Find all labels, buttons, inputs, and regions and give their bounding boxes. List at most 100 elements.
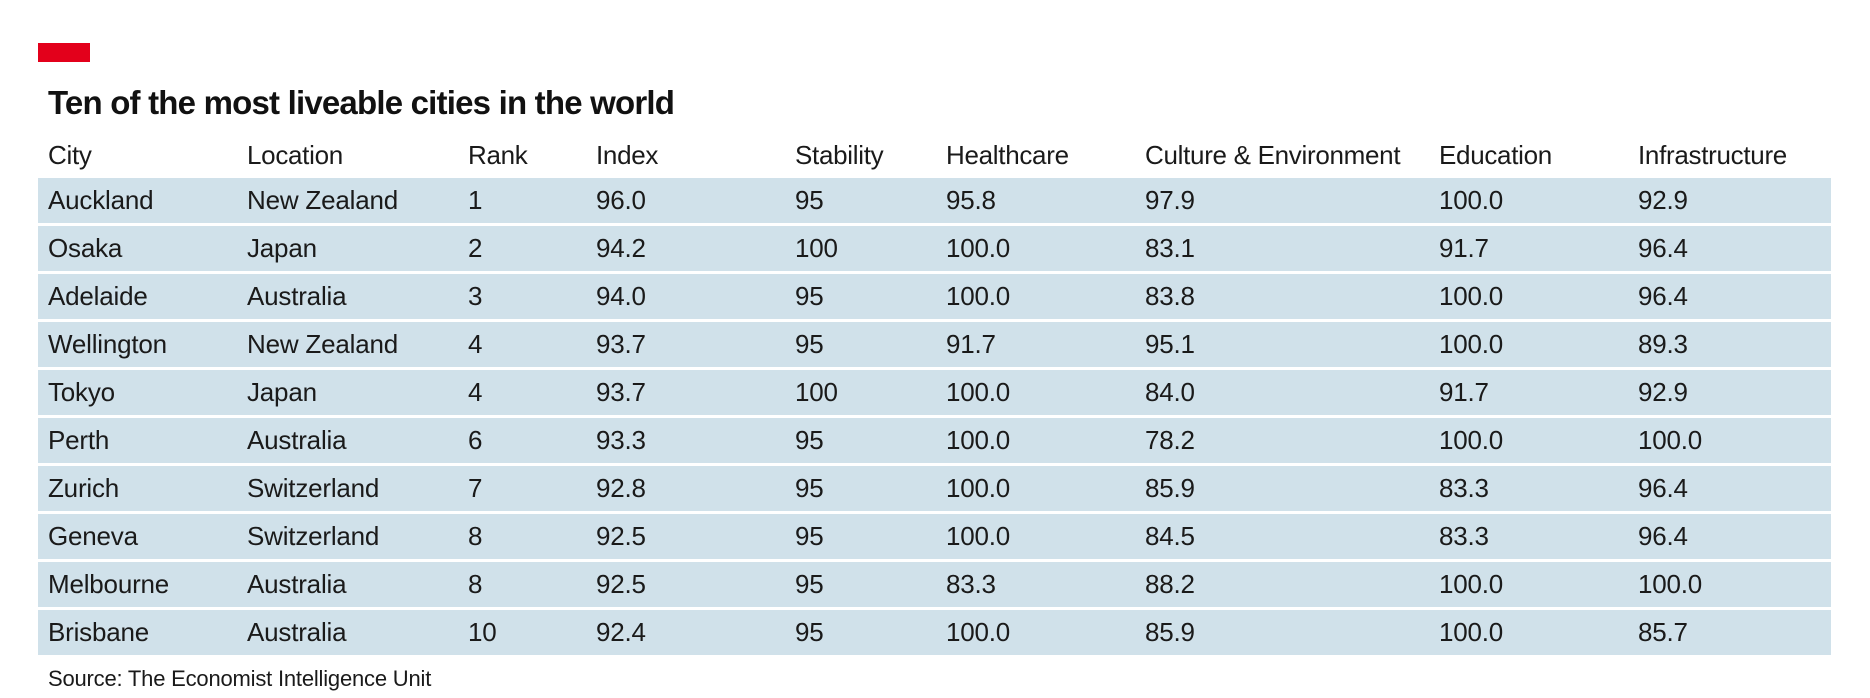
cell-index: 92.5 bbox=[586, 562, 785, 610]
cell-infrastructure: 100.0 bbox=[1628, 562, 1831, 610]
cell-healthcare: 100.0 bbox=[936, 274, 1135, 322]
cell-stability: 95 bbox=[785, 466, 936, 514]
cell-culture-environment: 84.0 bbox=[1135, 370, 1429, 418]
cell-infrastructure: 85.7 bbox=[1628, 610, 1831, 655]
cell-culture-environment: 83.8 bbox=[1135, 274, 1429, 322]
cell-location: Switzerland bbox=[237, 514, 458, 562]
cell-city: Tokyo bbox=[38, 370, 237, 418]
cell-index: 92.4 bbox=[586, 610, 785, 655]
cell-culture-environment: 97.9 bbox=[1135, 178, 1429, 226]
cell-index: 94.0 bbox=[586, 274, 785, 322]
cell-healthcare: 100.0 bbox=[936, 226, 1135, 274]
cell-culture-environment: 85.9 bbox=[1135, 466, 1429, 514]
cell-location: New Zealand bbox=[237, 178, 458, 226]
table-body: Auckland New Zealand 1 96.0 95 95.8 97.9 100.0 9… bbox=[38, 178, 1831, 655]
chart-title: Ten of the most liveable cities in the w… bbox=[48, 84, 675, 121]
liveability-table: City Location Rank Index Stability Healthcare… bbox=[38, 132, 1831, 655]
table-row: Perth Australia 6 93.3 95 100.0 78.2 100.0 100.0 bbox=[38, 418, 1831, 466]
column-header-infrastructure: Infrastructure bbox=[1638, 139, 1787, 170]
cell-index: 93.7 bbox=[586, 370, 785, 418]
column-header-healthcare: Healthcare bbox=[946, 139, 1069, 170]
cell-index: 93.7 bbox=[586, 322, 785, 370]
cell-location: Switzerland bbox=[237, 466, 458, 514]
cell-stability: 95 bbox=[785, 418, 936, 466]
cell-rank: 1 bbox=[458, 178, 586, 226]
cell-rank: 8 bbox=[458, 562, 586, 610]
table-row: Geneva Switzerland 8 92.5 95 100.0 84.5 83.3 96.… bbox=[38, 514, 1831, 562]
table-row: Zurich Switzerland 7 92.8 95 100.0 85.9 83.3 96.… bbox=[38, 466, 1831, 514]
table-row: Osaka Japan 2 94.2 100 100.0 83.1 91.7 96.4 bbox=[38, 226, 1831, 274]
cell-location: New Zealand bbox=[237, 322, 458, 370]
accent-bar bbox=[38, 43, 90, 62]
cell-culture-environment: 84.5 bbox=[1135, 514, 1429, 562]
cell-index: 93.3 bbox=[586, 418, 785, 466]
cell-healthcare: 100.0 bbox=[936, 418, 1135, 466]
column-header-rank: Rank bbox=[468, 139, 528, 170]
cell-index: 96.0 bbox=[586, 178, 785, 226]
cell-infrastructure: 96.4 bbox=[1628, 466, 1831, 514]
source-note: Source: The Economist Intelligence Unit bbox=[48, 666, 432, 691]
table-header-row: City Location Rank Index Stability Healthcare… bbox=[38, 132, 1831, 178]
cell-stability: 95 bbox=[785, 274, 936, 322]
column-header-culture-environment: Culture & Environment bbox=[1145, 139, 1401, 170]
cell-healthcare: 100.0 bbox=[936, 466, 1135, 514]
cell-infrastructure: 96.4 bbox=[1628, 274, 1831, 322]
cell-healthcare: 100.0 bbox=[936, 610, 1135, 655]
table-row: Wellington New Zealand 4 93.7 95 91.7 95.1 100.… bbox=[38, 322, 1831, 370]
cell-city: Wellington bbox=[38, 322, 237, 370]
cell-education: 100.0 bbox=[1429, 322, 1628, 370]
cell-index: 92.5 bbox=[586, 514, 785, 562]
cell-infrastructure: 92.9 bbox=[1628, 178, 1831, 226]
cell-rank: 4 bbox=[458, 370, 586, 418]
cell-city: Geneva bbox=[38, 514, 237, 562]
cell-healthcare: 83.3 bbox=[936, 562, 1135, 610]
cell-education: 100.0 bbox=[1429, 562, 1628, 610]
cell-stability: 95 bbox=[785, 178, 936, 226]
cell-city: Melbourne bbox=[38, 562, 237, 610]
cell-rank: 3 bbox=[458, 274, 586, 322]
table-row: Auckland New Zealand 1 96.0 95 95.8 97.9 100.0 9… bbox=[38, 178, 1831, 226]
cell-location: Australia bbox=[237, 418, 458, 466]
cell-education: 100.0 bbox=[1429, 610, 1628, 655]
cell-rank: 7 bbox=[458, 466, 586, 514]
cell-education: 83.3 bbox=[1429, 514, 1628, 562]
column-header-location: Location bbox=[247, 139, 343, 170]
cell-rank: 2 bbox=[458, 226, 586, 274]
cell-culture-environment: 88.2 bbox=[1135, 562, 1429, 610]
cell-infrastructure: 89.3 bbox=[1628, 322, 1831, 370]
cell-location: Australia bbox=[237, 274, 458, 322]
cell-infrastructure: 96.4 bbox=[1628, 226, 1831, 274]
table-row: Adelaide Australia 3 94.0 95 100.0 83.8 100.0 96… bbox=[38, 274, 1831, 322]
column-header-education: Education bbox=[1439, 139, 1552, 170]
cell-stability: 95 bbox=[785, 610, 936, 655]
column-header-city: City bbox=[48, 139, 92, 170]
table-row: Melbourne Australia 8 92.5 95 83.3 88.2 100.0 10… bbox=[38, 562, 1831, 610]
cell-education: 91.7 bbox=[1429, 226, 1628, 274]
cell-city: Adelaide bbox=[38, 274, 237, 322]
cell-infrastructure: 92.9 bbox=[1628, 370, 1831, 418]
cell-education: 91.7 bbox=[1429, 370, 1628, 418]
table-row: Tokyo Japan 4 93.7 100 100.0 84.0 91.7 92.9 bbox=[38, 370, 1831, 418]
cell-location: Australia bbox=[237, 610, 458, 655]
cell-city: Perth bbox=[38, 418, 237, 466]
cell-healthcare: 100.0 bbox=[936, 370, 1135, 418]
cell-index: 92.8 bbox=[586, 466, 785, 514]
cell-infrastructure: 96.4 bbox=[1628, 514, 1831, 562]
cell-education: 100.0 bbox=[1429, 418, 1628, 466]
cell-rank: 4 bbox=[458, 322, 586, 370]
cell-location: Japan bbox=[237, 370, 458, 418]
cell-city: Zurich bbox=[38, 466, 237, 514]
cell-healthcare: 91.7 bbox=[936, 322, 1135, 370]
liveability-table-container: City Location Rank Index Stability Healthcare… bbox=[38, 132, 1831, 655]
cell-education: 83.3 bbox=[1429, 466, 1628, 514]
cell-culture-environment: 83.1 bbox=[1135, 226, 1429, 274]
column-header-index: Index bbox=[596, 139, 659, 170]
cell-stability: 95 bbox=[785, 514, 936, 562]
cell-healthcare: 95.8 bbox=[936, 178, 1135, 226]
cell-culture-environment: 95.1 bbox=[1135, 322, 1429, 370]
cell-index: 94.2 bbox=[586, 226, 785, 274]
cell-stability: 95 bbox=[785, 322, 936, 370]
cell-rank: 10 bbox=[458, 610, 586, 655]
cell-rank: 8 bbox=[458, 514, 586, 562]
table-row: Brisbane Australia 10 92.4 95 100.0 85.9 100.0 8… bbox=[38, 610, 1831, 655]
